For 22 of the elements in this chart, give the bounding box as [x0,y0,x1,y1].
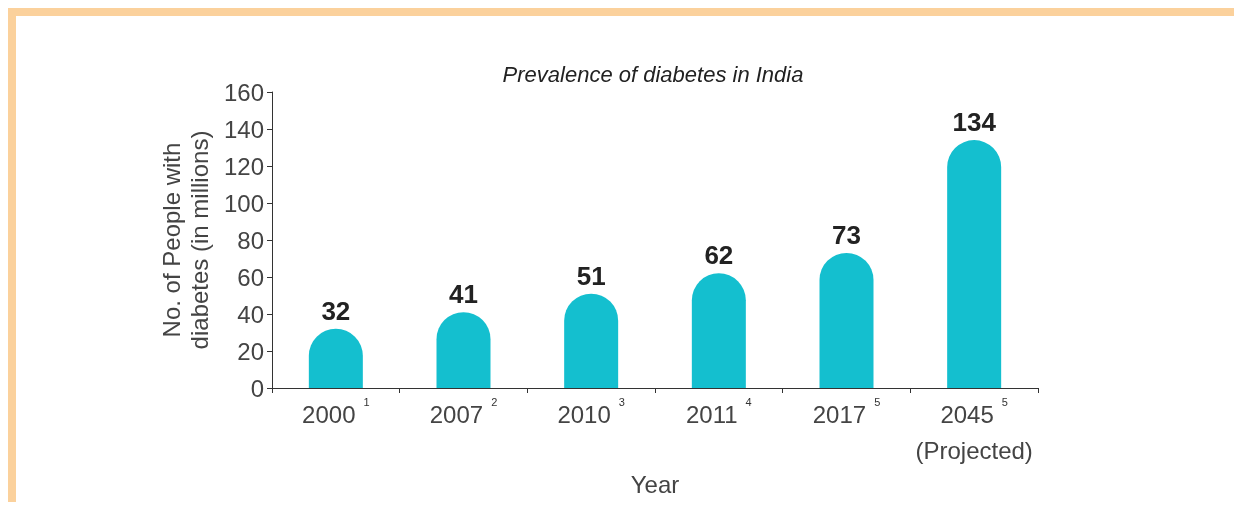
chart-title: Prevalence of diabetes in India [502,61,804,87]
data-label: 62 [704,240,734,271]
y-tick-label: 20 [237,337,264,365]
y-axis-title: No. of People with diabetes (in millions) [157,130,213,350]
y-tick-label: 0 [250,374,264,402]
data-label: 73 [832,219,861,250]
y-tick-label: 80 [237,226,264,254]
y-tick-label: 160 [223,78,264,106]
bar [691,273,746,388]
y-tick-label: 120 [223,152,264,180]
data-label: 41 [449,279,478,310]
bar [947,140,1002,388]
y-tick-label: 60 [237,263,264,291]
y-tick-label: 100 [223,189,264,217]
data-label: 51 [576,260,606,291]
y-tick-label: 40 [237,300,264,328]
bar [819,252,874,388]
y-tick-label: 140 [223,115,264,143]
data-label: 32 [321,295,351,326]
x-axis-title: Year [630,471,680,499]
data-label: 134 [952,107,997,138]
bar [564,293,619,388]
